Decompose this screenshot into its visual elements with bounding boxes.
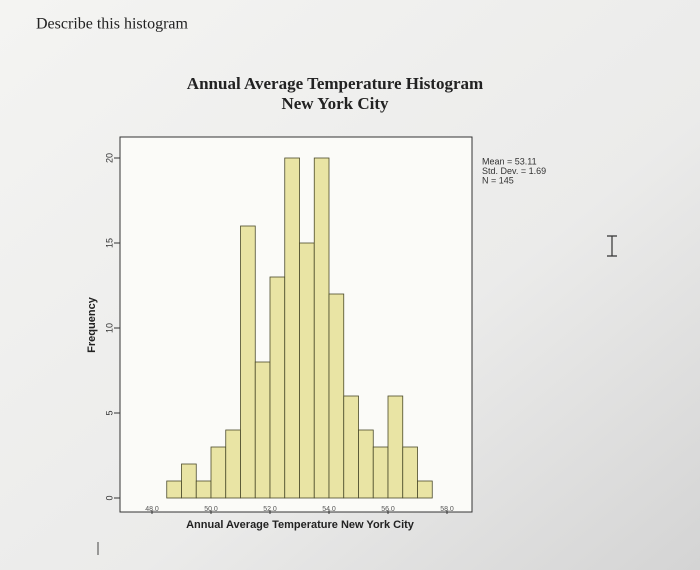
bar xyxy=(225,429,241,499)
bar xyxy=(269,276,286,499)
x-tick-label: 52.0 xyxy=(263,506,277,513)
bar xyxy=(402,446,418,499)
bar xyxy=(372,446,389,499)
bar xyxy=(181,463,197,499)
x-tick-label: 58.0 xyxy=(440,506,454,513)
y-tick-label: 15 xyxy=(104,238,114,248)
bar xyxy=(328,293,345,499)
y-tick-label: 0 xyxy=(104,495,114,500)
chart-subtitle: New York City xyxy=(281,94,389,113)
y-axis-label: Frequency xyxy=(86,296,98,353)
x-tick-label: 56.0 xyxy=(381,506,395,513)
stats-annotation: Std. Dev. = 1.69 xyxy=(482,166,546,176)
bar xyxy=(284,157,300,499)
y-tick-label: 20 xyxy=(104,153,114,163)
bar xyxy=(417,480,433,499)
y-tick-label: 10 xyxy=(104,323,114,333)
bar xyxy=(240,225,256,499)
chart-title: Annual Average Temperature Histogram xyxy=(187,74,483,93)
bar xyxy=(254,361,271,499)
bar xyxy=(313,157,330,499)
text-cursor-icon xyxy=(607,235,617,257)
x-tick-label: 50.0 xyxy=(204,506,218,513)
bar xyxy=(387,395,404,499)
x-axis-label: Annual Average Temperature New York City xyxy=(186,519,415,531)
bar xyxy=(166,480,182,499)
bar xyxy=(299,242,315,499)
y-tick-label: 5 xyxy=(104,410,114,415)
bar xyxy=(210,446,227,499)
prompt: Describe this histogram xyxy=(36,16,189,33)
stats-annotation: Mean = 53.11 xyxy=(482,156,537,166)
x-tick-label: 48.0 xyxy=(145,506,159,513)
bar xyxy=(358,429,374,499)
bar xyxy=(195,480,212,499)
x-tick-label: 54.0 xyxy=(322,506,336,513)
bar xyxy=(343,395,359,499)
stats-annotation: N = 145 xyxy=(482,175,514,185)
